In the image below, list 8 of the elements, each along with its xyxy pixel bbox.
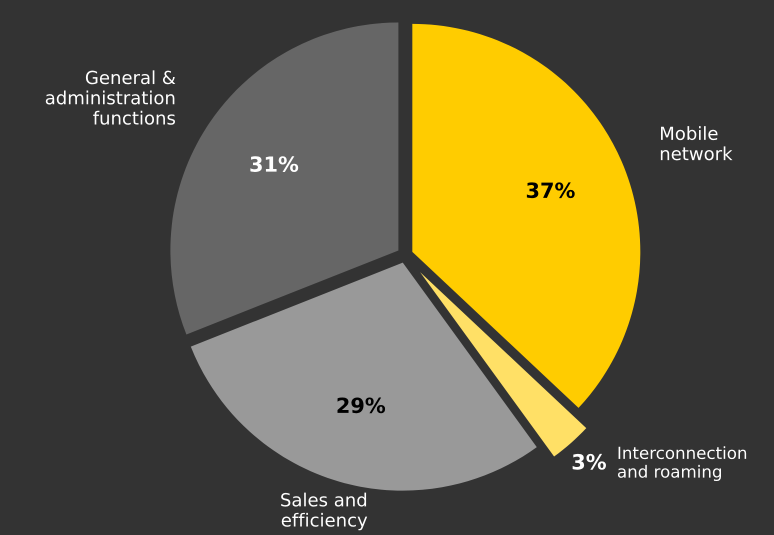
data-label: 37% (526, 182, 575, 198)
slice-label: General & administration functions (46, 70, 176, 125)
data-label: 31% (250, 156, 298, 172)
data-label: 29% (338, 397, 386, 414)
slice-label: Sales and efficiency (281, 492, 368, 530)
data-label: 3% (572, 454, 606, 470)
slice-label: Interconnection and roaming (618, 446, 746, 482)
slice-label: Mobile network (660, 126, 733, 160)
